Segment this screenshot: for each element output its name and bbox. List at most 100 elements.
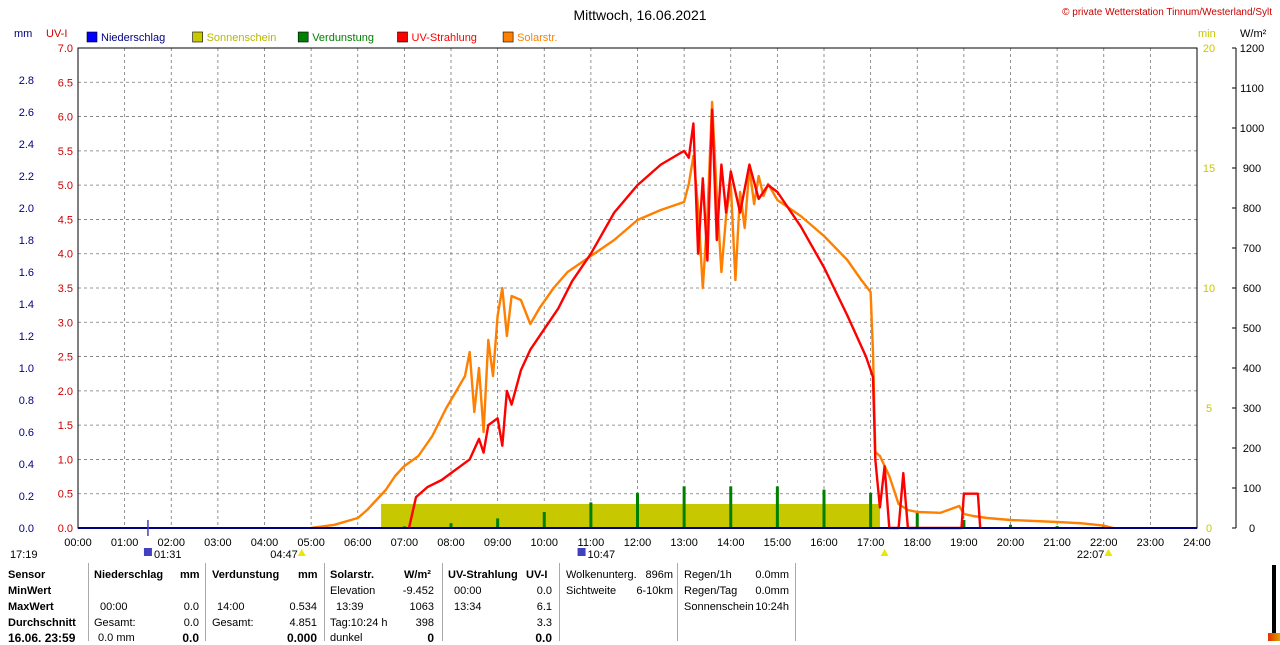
x-tick-label: 07:00 (391, 537, 419, 549)
x-tick-label: 05:00 (297, 537, 325, 549)
y-tick-mm: 1.0 (19, 363, 34, 375)
x-tick-label: 19:00 (950, 537, 978, 549)
x-tick-label: 18:00 (903, 537, 931, 549)
verdunstung-header: Verdunstung (212, 569, 280, 581)
y-tick-wm2: 0 (1249, 523, 1255, 535)
niederschlag-max-value: 0.0 (183, 601, 199, 613)
y-tick-mm: 0.8 (19, 395, 34, 407)
minwert-label: MinWert (8, 585, 52, 597)
cloud-label: Wolkenunterg. (566, 569, 637, 581)
y-tick-min: 5 (1206, 403, 1212, 415)
solar-header: Solarstr. (330, 569, 375, 581)
y-tick-uv: 4.5 (58, 214, 73, 226)
legend-swatch (502, 31, 514, 43)
y-tick-wm2: 1000 (1240, 123, 1264, 135)
y-tick-uv: 3.5 (58, 283, 73, 295)
scrollbar-thumb[interactable] (1268, 633, 1280, 641)
y-tick-uv: 1.0 (58, 454, 73, 466)
uv-min-value: 0.0 (536, 585, 552, 597)
x-tick-label: 14:00 (717, 537, 745, 549)
niederschlag-max-time: 00:00 (100, 601, 128, 613)
copyright-text: © private Wetterstation Tinnum/Westerlan… (1062, 7, 1272, 18)
solar-elevation-value: -9.452 (402, 585, 434, 597)
weather-chart: 00:00 01:00 02:00 03:00 04:00 05:00 06:00 07:00… (10, 7, 1272, 561)
solar-avg-value: 398 (415, 617, 434, 629)
evaporation-bar (542, 512, 546, 528)
x-tick-label: 00:00 (64, 537, 92, 549)
evaporation-bar (636, 492, 639, 528)
niederschlag-current: 0.0 mm (98, 632, 135, 644)
table-col-rain: Regen/1h 0.0mm Regen/Tag 0.0mm Sonnensch… (677, 563, 796, 641)
y-tick-uv: 0.0 (58, 523, 73, 535)
table-col-niederschlag: Niederschlag mm 00:00 0.0 Gesamt: 0.0 0.… (88, 563, 206, 645)
x-tick-label: 17:00 (857, 537, 885, 549)
x-tick-label: 02:00 (157, 537, 185, 549)
rain-1h-label: Regen/1h (684, 569, 732, 581)
y-tick-uv: 6.5 (58, 77, 73, 89)
rain-day-label: Regen/Tag (684, 585, 738, 597)
unit-min-label: min (1198, 28, 1216, 40)
solar-max-time: 13:39 (336, 601, 364, 613)
legend-label: Sonnenschein (207, 32, 277, 44)
table-col-uv: UV-Strahlung UV-I 00:00 0.0 13:34 6.1 3.… (442, 563, 560, 645)
y-tick-mm: 1.2 (19, 331, 34, 343)
niederschlag-total-value: 0.0 (183, 617, 199, 629)
y-tick-mm: 2.2 (19, 171, 34, 183)
legend-swatch (397, 31, 408, 43)
x-tick-label: 23:00 (1137, 537, 1165, 549)
x-tick-label: 10:00 (530, 537, 558, 549)
chart-title: Mittwoch, 16.06.2021 (573, 7, 706, 23)
x-tick-label: 12:00 (624, 537, 652, 549)
x-tick-label: 21:00 (1043, 537, 1071, 549)
x-tick-label: 11:00 (578, 537, 605, 549)
uv-max-time: 13:34 (454, 601, 482, 613)
verdunstung-current-value: 0.000 (286, 631, 317, 645)
evaporation-bar (682, 486, 686, 528)
y-tick-mm: 2.4 (19, 139, 34, 151)
y-tick-wm2: 1100 (1240, 83, 1264, 95)
chart-legend: Niederschlag Sonnenschein Verdunstung UV-St… (86, 31, 557, 44)
table-col-cloud: Wolkenunterg. 896m Sichtweite 6-10km (559, 563, 678, 641)
x-tick-label: 16:00 (810, 537, 838, 549)
evaporation-bar (822, 489, 826, 528)
moon-marker (577, 548, 586, 556)
y-tick-min: 15 (1203, 163, 1215, 175)
y-tick-min: 0 (1206, 523, 1212, 535)
solar-day-label: Tag:10:24 h (330, 617, 388, 629)
y-tick-uv: 2.0 (58, 386, 73, 398)
timestamp-label: 16.06. 23:59 (8, 631, 76, 645)
sensor-header: Sensor (8, 569, 46, 581)
sun-marker (297, 549, 306, 556)
rain-day-value: 0.0mm (755, 585, 789, 597)
table-col-solar: Solarstr. W/m² Elevation -9.452 13:39 10… (324, 563, 443, 645)
x-tick-label: 04:00 (251, 537, 279, 549)
y-tick-uv: 7.0 (58, 43, 73, 55)
niederschlag-header: Niederschlag (94, 569, 164, 581)
legend-swatch (192, 31, 203, 43)
legend-swatch (297, 31, 309, 43)
solar-line (310, 100, 1114, 530)
uv-header: UV-Strahlung (448, 569, 518, 581)
legend-swatch (86, 31, 98, 43)
footer-scrollbar[interactable] (1268, 563, 1280, 641)
sun-marker (1104, 549, 1113, 556)
marker-time: 01:31 (154, 549, 182, 561)
marker-time: 17:19 (10, 549, 38, 561)
uv-min-time: 00:00 (454, 585, 482, 597)
y-tick-wm2: 800 (1243, 203, 1261, 215)
y-tick-mm: 1.8 (19, 235, 34, 247)
uv-line (407, 108, 982, 530)
verdunstung-total-label: Gesamt: (212, 617, 254, 629)
x-tick-label: 03:00 (204, 537, 232, 549)
solar-status: dunkel (330, 632, 363, 644)
niederschlag-total-label: Gesamt: (94, 617, 136, 629)
table-col-sensor: Sensor MinWert MaxWert Durchschnitt 16.0… (0, 563, 89, 645)
evaporation-bar (962, 520, 966, 528)
y-tick-uv: 1.5 (58, 420, 73, 432)
chart-bars (123, 486, 1152, 528)
chart-axes (77, 47, 1237, 529)
uv-unit: UV-I (526, 569, 548, 581)
legend-label: Niederschlag (101, 32, 165, 44)
scrollbar-track (1272, 565, 1276, 639)
solar-max-value: 1063 (409, 601, 434, 613)
